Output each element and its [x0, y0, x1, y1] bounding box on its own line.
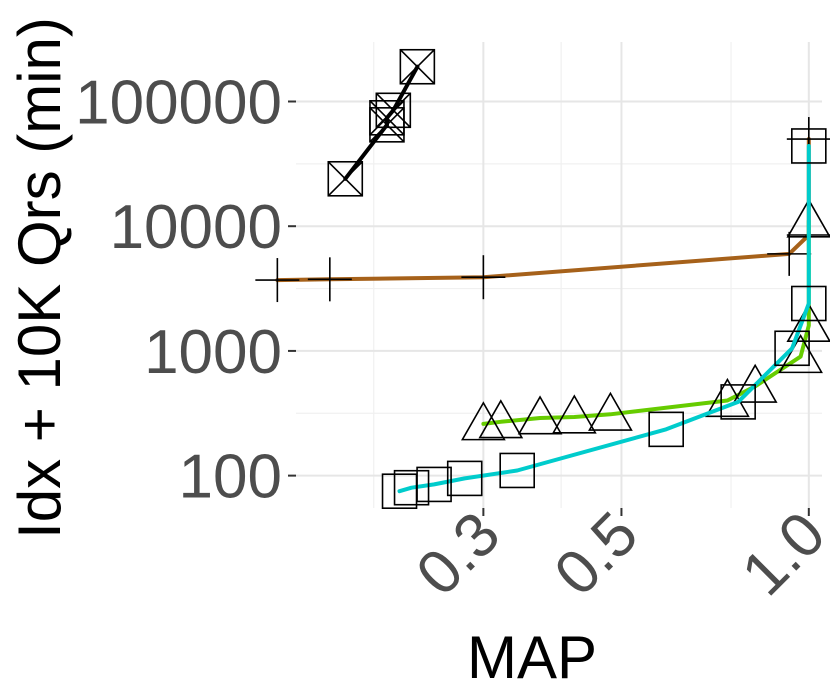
triangle-marker — [705, 377, 750, 418]
marker-cross-line — [327, 161, 363, 197]
y-axis-title: Idx + 10K Qrs (min) — [6, 17, 73, 539]
series-3 — [381, 128, 827, 510]
square-marker — [774, 330, 810, 367]
marker-cross-line — [369, 107, 405, 143]
square-marker — [791, 128, 827, 164]
y-tick-label: 10000 — [110, 193, 282, 262]
triangle-marker — [551, 394, 597, 434]
series-layer — [255, 48, 830, 510]
series-markers — [381, 128, 827, 510]
square-marker — [791, 285, 827, 322]
x-axis-title: MAP — [467, 624, 597, 691]
y-tick-label: 100000 — [75, 69, 282, 138]
marker-cross-line — [399, 49, 435, 85]
square-marker — [720, 384, 756, 420]
triangle-marker — [460, 401, 506, 441]
triangle-marker — [517, 395, 563, 435]
marker-cross-line — [375, 92, 411, 128]
square-marker — [369, 100, 405, 136]
square-marker — [416, 466, 452, 503]
triangle-marker — [778, 334, 823, 374]
y-tick-label: 100 — [179, 443, 282, 512]
y-tick-label: 1000 — [144, 318, 282, 387]
square-marker — [446, 460, 483, 497]
square-marker — [648, 411, 684, 448]
series-0 — [327, 48, 436, 197]
square-marker — [393, 469, 430, 506]
square-marker — [499, 452, 535, 489]
marker-cross-line — [369, 100, 405, 136]
square-marker — [327, 160, 364, 197]
square-marker — [399, 48, 436, 85]
triangle-marker — [478, 399, 524, 439]
series-line — [397, 144, 811, 494]
axes — [288, 100, 810, 516]
triangle-marker — [588, 391, 633, 431]
series-markers — [327, 48, 436, 197]
square-marker — [375, 92, 412, 129]
